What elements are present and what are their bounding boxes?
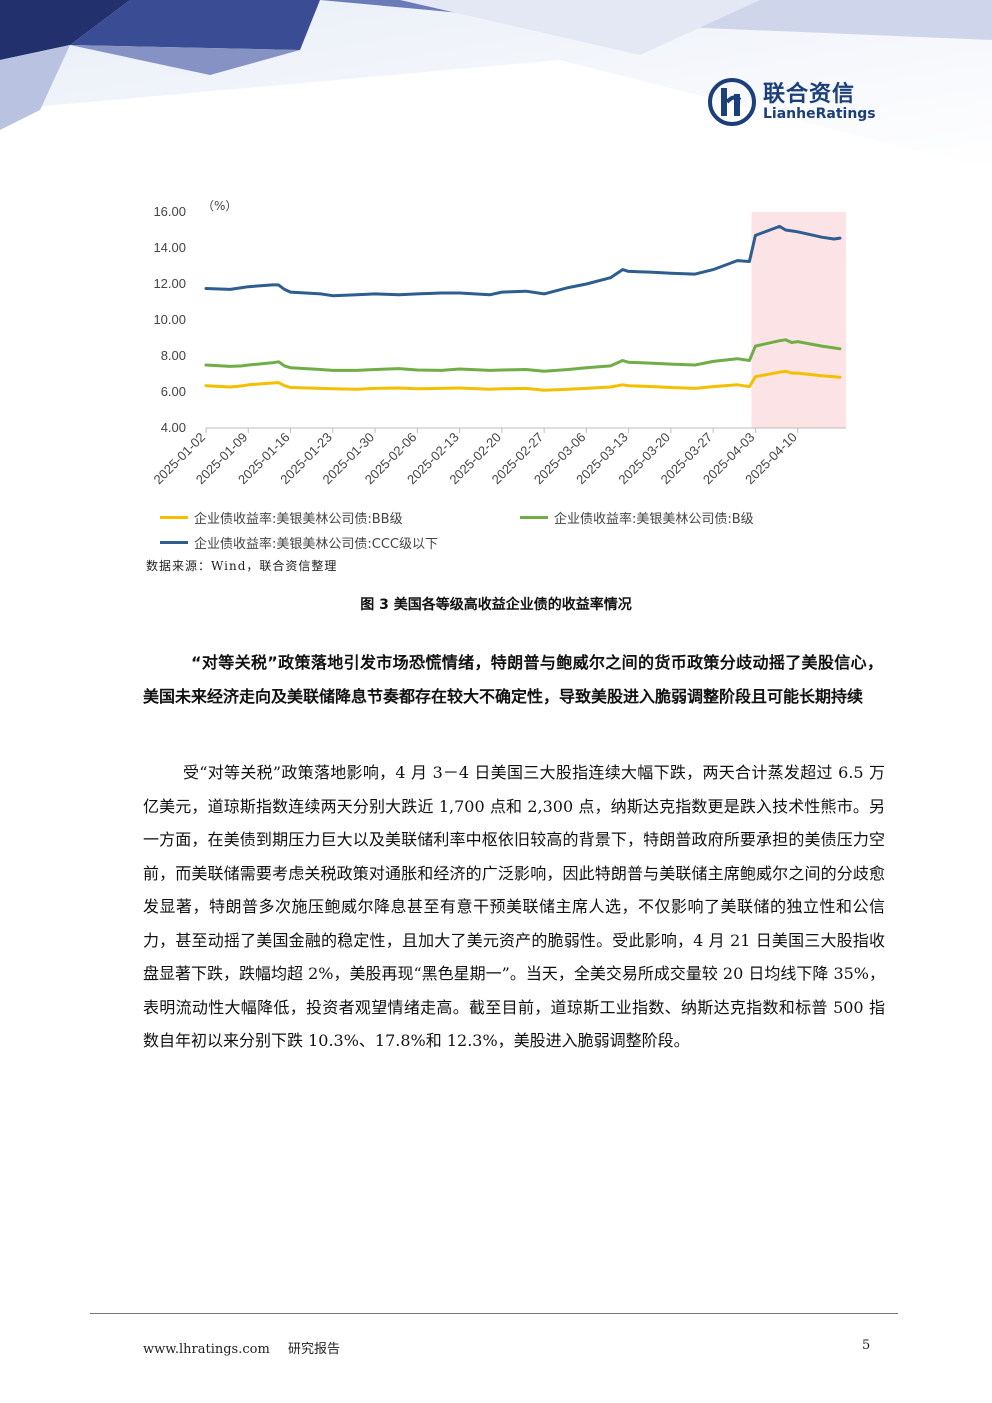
y-tick-label: 12.00 [153, 276, 186, 291]
logo-english-name: LianheRatings [763, 106, 876, 122]
footer-report-type: 研究报告 [287, 1342, 340, 1357]
data-source-note: 数据来源：Wind，联合资信整理 [146, 559, 338, 573]
legend-label-ccc: 企业债收益率:美银美林公司债:CCC级以下 [194, 537, 438, 552]
lianhe-logo: 联合资信 LianheRatings [708, 76, 888, 128]
body-paragraph: 受“对等关税”政策落地影响，4 月 3－4 日美国三大股指连续大幅下跌，两天合计… [143, 763, 886, 1050]
series-line-0 [204, 369, 842, 392]
y-tick-label: 14.00 [153, 240, 186, 255]
footer-divider [90, 1313, 898, 1314]
legend-label-bb: 企业债收益率:美银美林公司债:BB级 [194, 512, 403, 527]
footer-left: www.lhratings.com 研究报告 [143, 1338, 354, 1357]
page-number: 5 [862, 1338, 871, 1353]
highlight-band [751, 212, 846, 428]
figure-caption: 图 3 美国各等级高收益企业债的收益率情况 [360, 597, 632, 613]
legend-label-b: 企业债收益率:美银美林公司债:B级 [554, 512, 754, 527]
y-tick-label: 16.00 [153, 204, 186, 219]
legend-swatch-ccc [160, 541, 188, 544]
y-tick-label: 6.00 [161, 384, 186, 399]
header-decoration [0, 0, 992, 170]
logo-chinese-name: 联合资信 [763, 82, 856, 107]
yield-line-chart: 16.0014.0012.0010.008.006.004.00（%）2025-… [150, 199, 846, 487]
legend-item-ccc: 企业债收益率:美银美林公司债:CCC级以下 [160, 533, 438, 552]
chart-legend: 企业债收益率:美银美林公司债:BB级 企业债收益率:美银美林公司债:B级 企业债… [160, 508, 860, 556]
series-line-1 [204, 338, 842, 373]
y-tick-label: 10.00 [153, 312, 186, 327]
y-tick-label: 4.00 [161, 420, 186, 435]
legend-item-bb: 企业债收益率:美银美林公司债:BB级 [160, 508, 403, 527]
y-tick-label: 8.00 [161, 348, 186, 363]
series-line-2 [204, 224, 842, 298]
y-axis-unit: （%） [202, 199, 237, 213]
legend-item-b: 企业债收益率:美银美林公司债:B级 [520, 508, 754, 527]
lead-paragraph: “对等关税”政策落地引发市场恐慌情绪，特朗普与鲍威尔之间的货币政策分歧动摇了美股… [143, 653, 883, 706]
legend-swatch-bb [160, 516, 188, 519]
lianhe-logo-mark-icon [708, 78, 756, 126]
footer-website-link[interactable]: www.lhratings.com [143, 1342, 270, 1357]
legend-swatch-b [520, 516, 548, 519]
